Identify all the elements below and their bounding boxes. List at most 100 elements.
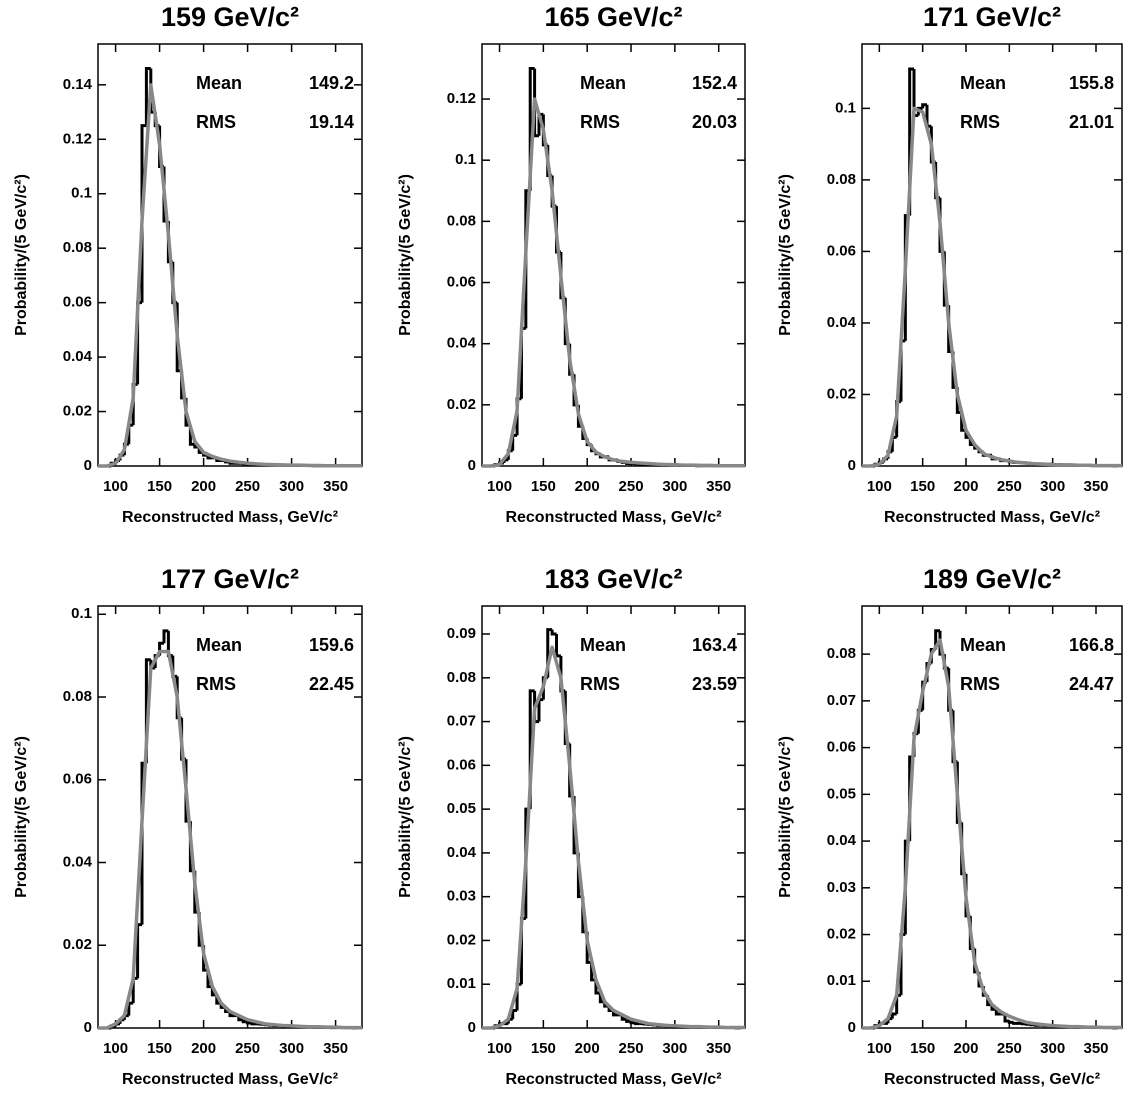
stat-value: 149.2 [309, 73, 354, 93]
panel-title: 165 GeV/c² [544, 2, 682, 32]
y-tick-label: 0.02 [827, 926, 856, 943]
stat-value: 22.45 [309, 674, 354, 694]
y-tick-label: 0.07 [447, 713, 476, 730]
y-tick-label: 0.07 [827, 692, 856, 709]
histogram-bin [994, 1009, 1001, 1016]
x-tick-label: 100 [103, 478, 128, 495]
x-tick-label: 100 [867, 478, 892, 495]
x-axis-label: Reconstructed Mass, GeV/c² [122, 1071, 338, 1088]
y-tick-label: 0.06 [63, 771, 92, 788]
fit-curve [482, 645, 745, 1030]
x-tick-label: 250 [997, 478, 1022, 495]
stat-label: RMS [580, 674, 620, 694]
x-tick-label: 200 [575, 1040, 600, 1057]
y-tick-label: 0.04 [447, 844, 477, 861]
y-axis-label: Probability/(5 GeV/c²) [397, 174, 414, 336]
histogram-bin [136, 923, 142, 979]
y-tick-label: 0.06 [447, 273, 476, 290]
stat-value: 163.4 [692, 635, 737, 655]
x-tick-label: 150 [531, 1040, 556, 1057]
y-tick-label: 0.04 [827, 832, 857, 849]
histogram-bin [625, 1019, 632, 1023]
y-tick-label: 0.08 [827, 171, 856, 188]
fit-curve [862, 106, 1122, 468]
y-tick-label: 0.08 [447, 669, 476, 686]
plot-frame [97, 605, 363, 1029]
stat-label: RMS [960, 112, 1000, 132]
y-axis-label: Probability/(5 GeV/c²) [777, 174, 794, 336]
stat-label: RMS [960, 674, 1000, 694]
x-tick-label: 100 [867, 1040, 892, 1057]
x-tick-label: 200 [575, 478, 600, 495]
y-tick-label: 0.01 [447, 975, 476, 992]
panel: 0 0.02 0.04 0.06 0.08 0.1 100 150 200 250 300 350 17… [13, 564, 363, 1088]
histogram-bin [633, 1022, 640, 1026]
x-tick-label: 350 [323, 1040, 348, 1057]
y-tick-label: 0 [84, 1019, 92, 1036]
x-axis-label: Reconstructed Mass, GeV/c² [122, 509, 338, 526]
panel: 0 0.02 0.04 0.06 0.08 0.1 0.12 100 150 200 250 300 3… [397, 2, 746, 526]
y-tick-label: 0.1 [71, 185, 92, 202]
panel-title: 183 GeV/c² [544, 564, 682, 594]
x-tick-label: 250 [619, 1040, 644, 1057]
y-tick-label: 0.09 [447, 625, 476, 642]
stat-value: 20.03 [692, 112, 737, 132]
y-tick-label: 0.05 [447, 800, 476, 817]
stat-value: 159.6 [309, 635, 354, 655]
y-tick-label: 0 [468, 1019, 476, 1036]
plot-frame [97, 43, 363, 467]
y-tick-label: 0.04 [827, 314, 857, 331]
plot-frame [481, 43, 746, 467]
histogram-bin [241, 1019, 248, 1024]
stat-label: Mean [960, 635, 1006, 655]
y-tick-label: 0.06 [63, 294, 92, 311]
y-tick-label: 0 [468, 457, 476, 474]
y-tick-label: 0.03 [447, 888, 476, 905]
panel: 0 0.01 0.02 0.03 0.04 0.05 0.06 0.07 0.08 100 150 2… [777, 564, 1123, 1088]
y-tick-label: 0.06 [827, 739, 856, 756]
panel: 0 0.02 0.04 0.06 0.08 0.1 0.12 0.14 100 150 200 250… [13, 2, 363, 526]
y-tick-label: 0.08 [447, 212, 476, 229]
x-tick-label: 350 [1083, 1040, 1108, 1057]
x-tick-label: 150 [910, 478, 935, 495]
x-tick-label: 150 [147, 1040, 172, 1057]
x-tick-label: 300 [662, 478, 687, 495]
x-tick-label: 300 [279, 478, 304, 495]
histogram-bin [555, 634, 561, 658]
stat-label: RMS [196, 112, 236, 132]
panel-title: 177 GeV/c² [161, 564, 299, 594]
histogram-bin [511, 1008, 518, 1020]
x-tick-label: 350 [1083, 478, 1108, 495]
x-tick-label: 200 [953, 478, 978, 495]
stat-value: 24.47 [1069, 674, 1114, 694]
x-tick-label: 200 [953, 1040, 978, 1057]
histogram-bin [1003, 1013, 1010, 1023]
stat-value: 21.01 [1069, 112, 1114, 132]
x-tick-label: 250 [997, 1040, 1022, 1057]
histogram-bin [925, 104, 932, 128]
y-axis-label: Probability/(5 GeV/c²) [13, 174, 30, 336]
y-tick-label: 0.02 [63, 403, 92, 420]
histogram-bin [250, 1022, 257, 1026]
y-tick-label: 0 [848, 1019, 856, 1036]
fit-curve [98, 83, 362, 468]
y-tick-label: 0.02 [447, 931, 476, 948]
y-tick-label: 0.01 [827, 972, 856, 989]
y-tick-label: 0.02 [447, 396, 476, 413]
histogram-bin [144, 67, 151, 126]
y-axis-label: Probability/(5 GeV/c²) [397, 736, 414, 898]
x-axis-label: Reconstructed Mass, GeV/c² [884, 509, 1100, 526]
histogram-bin [1007, 1020, 1014, 1024]
x-tick-label: 100 [487, 478, 512, 495]
x-tick-label: 300 [662, 1040, 687, 1057]
x-axis-label: Reconstructed Mass, GeV/c² [505, 509, 721, 526]
y-tick-label: 0.06 [447, 756, 476, 773]
x-tick-label: 350 [706, 1040, 731, 1057]
y-tick-label: 0.02 [827, 385, 856, 402]
x-tick-label: 300 [1040, 478, 1065, 495]
histogram-bin [550, 629, 557, 636]
histogram-bin [1012, 1021, 1018, 1025]
fit-curve [98, 649, 362, 1030]
y-tick-label: 0.05 [827, 785, 856, 802]
